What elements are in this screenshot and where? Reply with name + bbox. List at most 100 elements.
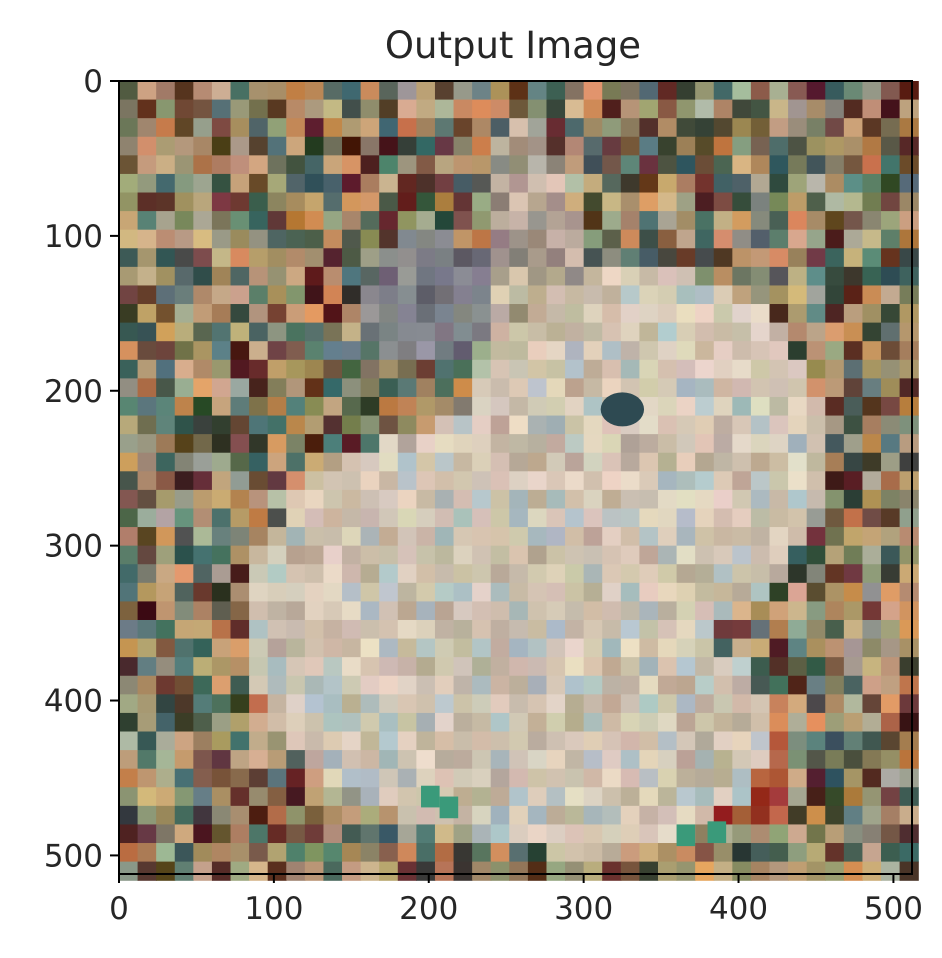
mosaic-tile xyxy=(750,564,771,584)
mosaic-tile xyxy=(490,322,510,342)
mosaic-tile xyxy=(862,768,882,788)
mosaic-tile xyxy=(267,136,287,156)
mosaic-tile xyxy=(583,359,603,379)
mosaic-tile xyxy=(825,378,845,398)
mosaic-tile xyxy=(323,136,343,156)
mosaic-tile xyxy=(639,81,659,101)
mosaic-tile xyxy=(583,657,603,677)
mosaic-tile xyxy=(397,341,417,361)
mosaic-tile xyxy=(249,434,269,454)
mosaic-tile xyxy=(769,136,789,156)
mosaic-tile xyxy=(211,638,232,658)
mosaic-tile xyxy=(695,694,715,714)
mosaic-tile xyxy=(639,322,659,342)
mosaic-tile xyxy=(230,415,250,435)
mosaic-tile xyxy=(546,768,566,788)
mosaic-tile xyxy=(230,861,250,881)
mosaic-tile xyxy=(750,657,771,677)
mosaic-tile xyxy=(862,731,882,751)
mosaic-tile xyxy=(379,173,399,194)
mosaic-tile xyxy=(862,527,882,547)
mosaic-tile xyxy=(509,489,529,510)
mosaic-tile xyxy=(304,619,325,640)
mosaic-tile xyxy=(304,434,325,454)
mosaic-tile xyxy=(788,601,808,621)
mosaic-tile xyxy=(397,118,417,138)
mosaic-tile xyxy=(806,359,826,379)
mosaic-tile xyxy=(397,545,417,565)
mosaic-tile xyxy=(639,582,659,603)
mosaic-tile xyxy=(174,304,194,324)
mosaic-tile xyxy=(434,638,455,658)
mosaic-tile xyxy=(211,731,232,751)
mosaic-tile xyxy=(769,434,789,454)
mosaic-tile xyxy=(379,415,399,435)
mosaic-tile xyxy=(193,304,213,324)
mosaic-tile xyxy=(397,564,417,584)
mosaic-tile xyxy=(174,471,194,491)
mosaic-tile xyxy=(230,452,250,472)
mosaic-tile xyxy=(156,192,176,212)
mosaic-tile xyxy=(695,712,715,733)
mosaic-tile xyxy=(862,675,882,695)
mosaic-tile xyxy=(267,805,287,826)
mosaic-tile xyxy=(490,657,510,677)
mosaic-tile xyxy=(546,694,566,714)
mosaic-tile xyxy=(342,694,362,714)
mosaic-tile xyxy=(899,452,919,472)
mosaic-tile xyxy=(695,787,715,807)
mosaic-tile xyxy=(732,731,752,751)
mosaic-tile xyxy=(602,304,622,324)
mosaic-tile xyxy=(119,861,139,881)
mosaic-tile xyxy=(397,489,417,510)
mosaic-tile xyxy=(286,396,306,417)
mosaic-tile xyxy=(509,322,529,342)
mosaic-tile xyxy=(490,694,510,714)
mosaic-tile xyxy=(620,619,641,640)
mosaic-tile xyxy=(156,248,176,268)
mosaic-tile xyxy=(732,843,752,863)
mosaic-tile xyxy=(676,341,696,361)
mosaic-tile xyxy=(490,266,510,287)
mosaic-tile xyxy=(695,675,715,695)
mosaic-tile xyxy=(490,805,510,826)
mosaic-tile xyxy=(434,81,455,101)
mosaic-tile xyxy=(676,266,696,287)
mosaic-tile xyxy=(843,712,864,733)
mosaic-tile xyxy=(583,248,603,268)
mosaic-tile xyxy=(899,768,919,788)
mosaic-tile xyxy=(806,712,826,733)
mosaic-tile xyxy=(434,99,455,119)
mosaic-tile xyxy=(695,657,715,677)
mosaic-tile xyxy=(323,787,343,807)
mosaic-tile xyxy=(156,396,176,417)
mosaic-tile xyxy=(565,768,585,788)
mosaic-tile xyxy=(843,843,864,863)
mosaic-tile xyxy=(267,657,287,677)
mosaic-tile xyxy=(490,136,510,156)
mosaic-tile xyxy=(174,805,194,826)
mosaic-tile xyxy=(472,118,492,138)
mosaic-tile xyxy=(416,322,436,342)
mosaic-tile xyxy=(360,396,380,417)
mosaic-tile xyxy=(267,248,287,268)
mosaic-tile xyxy=(825,582,845,603)
mosaic-tile xyxy=(174,638,194,658)
mosaic-tile xyxy=(360,694,380,714)
mosaic-tile xyxy=(416,341,436,361)
mosaic-tile xyxy=(639,787,659,807)
mosaic-tile xyxy=(379,81,399,101)
mosaic-tile xyxy=(453,304,473,324)
mosaic-tile xyxy=(881,99,901,119)
mosaic-tile xyxy=(509,304,529,324)
mosaic-tile xyxy=(546,118,566,138)
mosaic-tile xyxy=(750,266,771,287)
mosaic-tile xyxy=(397,211,417,231)
mosaic-tile xyxy=(546,136,566,156)
mosaic-tile xyxy=(843,341,864,361)
mosaic-tile xyxy=(602,266,622,287)
mosaic-tile xyxy=(323,155,343,175)
mosaic-tile xyxy=(360,155,380,175)
mosaic-tile xyxy=(193,434,213,454)
mosaic-tile xyxy=(788,155,808,175)
